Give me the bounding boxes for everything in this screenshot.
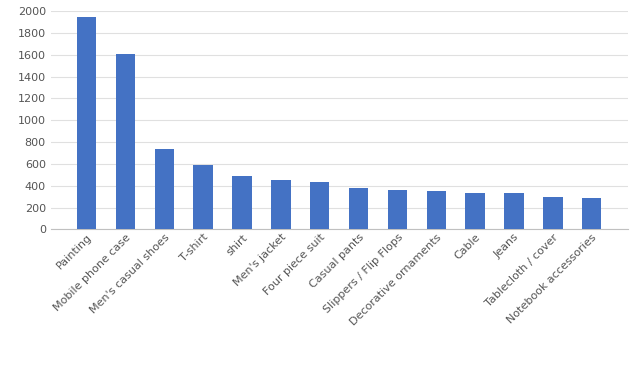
Bar [116, 54, 135, 229]
Bar [465, 194, 485, 229]
Bar [155, 149, 174, 229]
Bar [271, 180, 290, 229]
Bar [582, 198, 602, 229]
Bar [349, 188, 368, 229]
Bar [427, 191, 446, 229]
Bar [388, 190, 407, 229]
Bar [543, 197, 562, 229]
Bar [310, 182, 330, 229]
Bar [504, 194, 524, 229]
Bar [77, 17, 96, 229]
Bar [232, 176, 252, 229]
Bar [193, 165, 213, 229]
